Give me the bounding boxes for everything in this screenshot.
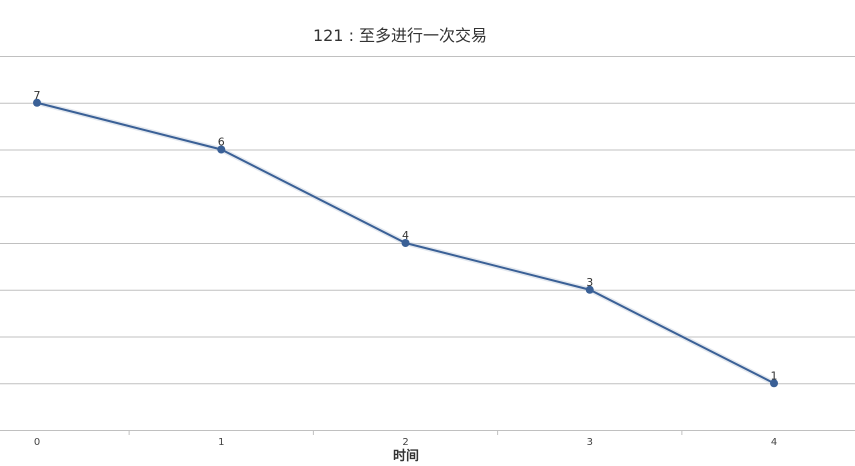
data-point[interactable] [217, 145, 226, 154]
x-tick-label: 4 [771, 437, 777, 448]
x-axis-label: 时间 [393, 448, 419, 464]
data-label: 3 [586, 276, 593, 289]
data-point[interactable] [585, 285, 594, 294]
data-label: 7 [34, 89, 41, 102]
data-label: 6 [218, 136, 225, 149]
data-label: 4 [402, 229, 409, 242]
chart-title: 121 : 至多进行一次交易 [313, 26, 487, 45]
series-line: 7 6 4 3 1 [33, 89, 778, 388]
data-point[interactable] [401, 239, 410, 247]
x-tick-label: 1 [218, 437, 224, 448]
x-axis: 0 1 2 3 4 [34, 430, 777, 448]
data-label: 1 [771, 369, 778, 382]
x-tick-label: 2 [402, 437, 408, 448]
data-point[interactable] [33, 98, 41, 107]
data-point[interactable] [770, 379, 778, 388]
gridlines [0, 56, 855, 431]
x-tick-label: 3 [587, 437, 593, 448]
x-tick-label: 0 [34, 437, 40, 448]
